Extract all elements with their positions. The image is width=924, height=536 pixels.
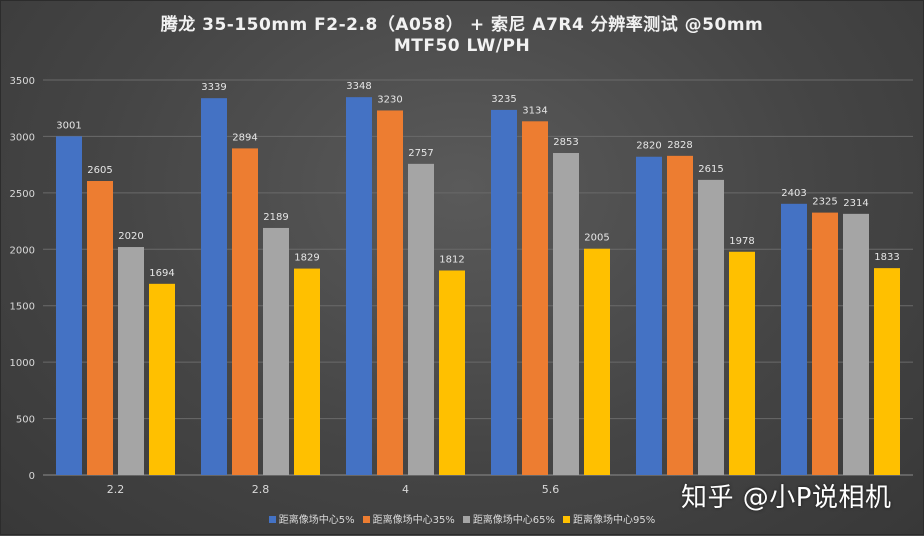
data-label: 2020 bbox=[118, 231, 143, 242]
data-label: 2853 bbox=[553, 137, 578, 148]
chart-title: 腾龙 35-150mm F2-2.8（A058） + 索尼 A7R4 分辨率测试… bbox=[160, 15, 764, 35]
bar bbox=[377, 110, 403, 475]
bar bbox=[491, 109, 517, 476]
legend: 距离像场中心5% 距离像场中心35% 距离像场中心65% 距离像场中心95% bbox=[1, 511, 923, 526]
bar bbox=[812, 212, 838, 475]
bar bbox=[781, 203, 807, 475]
y-tick-label: 2000 bbox=[10, 245, 35, 256]
bar bbox=[56, 136, 82, 475]
watermark: 知乎 @小P说相机 bbox=[681, 483, 892, 513]
bar bbox=[408, 163, 434, 476]
data-label: 3348 bbox=[346, 81, 371, 92]
legend-swatch bbox=[563, 516, 571, 523]
x-tick-label: 2.8 bbox=[252, 483, 270, 496]
data-label: 3134 bbox=[522, 105, 547, 116]
legend-swatch bbox=[462, 516, 470, 523]
data-label: 2828 bbox=[667, 140, 692, 151]
y-tick-label: 500 bbox=[16, 415, 35, 426]
legend-label: 距离像场中心95% bbox=[573, 515, 656, 526]
bar bbox=[87, 181, 113, 475]
data-label: 2615 bbox=[698, 164, 723, 175]
data-label: 2757 bbox=[408, 148, 433, 159]
bar bbox=[729, 251, 755, 475]
legend-item: 距离像场中心5% bbox=[268, 511, 355, 526]
data-label: 2189 bbox=[263, 212, 288, 223]
data-label: 1812 bbox=[439, 255, 464, 266]
legend-swatch bbox=[268, 516, 276, 523]
bar bbox=[118, 247, 144, 475]
legend-label: 距离像场中心35% bbox=[372, 515, 455, 526]
data-label: 3230 bbox=[377, 94, 402, 105]
bar bbox=[843, 213, 869, 475]
y-tick-label: 1500 bbox=[10, 302, 35, 313]
data-label: 3235 bbox=[491, 94, 516, 105]
bar bbox=[149, 283, 175, 475]
legend-item: 距离像场中心35% bbox=[362, 511, 455, 526]
legend-label: 距离像场中心65% bbox=[472, 515, 556, 526]
data-label: 3339 bbox=[201, 82, 226, 93]
bar bbox=[522, 121, 548, 475]
data-label: 1694 bbox=[149, 268, 174, 279]
data-label: 1829 bbox=[294, 253, 319, 264]
y-tick-label: 3500 bbox=[10, 76, 35, 87]
data-label: 2005 bbox=[584, 233, 609, 244]
bar bbox=[346, 97, 372, 475]
data-label: 3001 bbox=[56, 120, 81, 131]
data-label: 1833 bbox=[874, 252, 899, 263]
data-label: 2403 bbox=[781, 188, 806, 199]
legend-swatch bbox=[362, 516, 370, 523]
data-label: 2325 bbox=[812, 197, 837, 208]
y-tick-label: 0 bbox=[29, 471, 35, 482]
chart-subtitle: MTF50 LW/PH bbox=[393, 36, 531, 56]
data-label: 2314 bbox=[843, 198, 868, 209]
bar bbox=[263, 227, 289, 475]
data-label: 2605 bbox=[87, 165, 112, 176]
bar bbox=[439, 270, 465, 475]
bar bbox=[874, 268, 900, 475]
data-label: 2894 bbox=[232, 132, 257, 143]
bar bbox=[584, 248, 610, 475]
bar bbox=[232, 148, 258, 476]
bar bbox=[553, 153, 579, 476]
data-label: 1978 bbox=[729, 236, 754, 247]
bar bbox=[698, 179, 724, 475]
x-tick-label: 5.6 bbox=[542, 483, 560, 496]
bar bbox=[667, 155, 693, 475]
bar bbox=[636, 156, 662, 475]
bar bbox=[294, 268, 320, 475]
legend-label: 距离像场中心5% bbox=[278, 515, 355, 526]
y-tick-label: 3000 bbox=[10, 132, 35, 143]
bar bbox=[201, 98, 227, 476]
data-label: 2820 bbox=[636, 141, 661, 152]
y-tick-label: 1000 bbox=[10, 358, 35, 369]
x-tick-label: 2.2 bbox=[107, 483, 125, 496]
y-tick-label: 2500 bbox=[10, 189, 35, 200]
x-tick-label: 4 bbox=[402, 483, 409, 496]
legend-item: 距离像场中心95% bbox=[563, 511, 655, 526]
legend-item: 距离像场中心65% bbox=[462, 511, 556, 526]
